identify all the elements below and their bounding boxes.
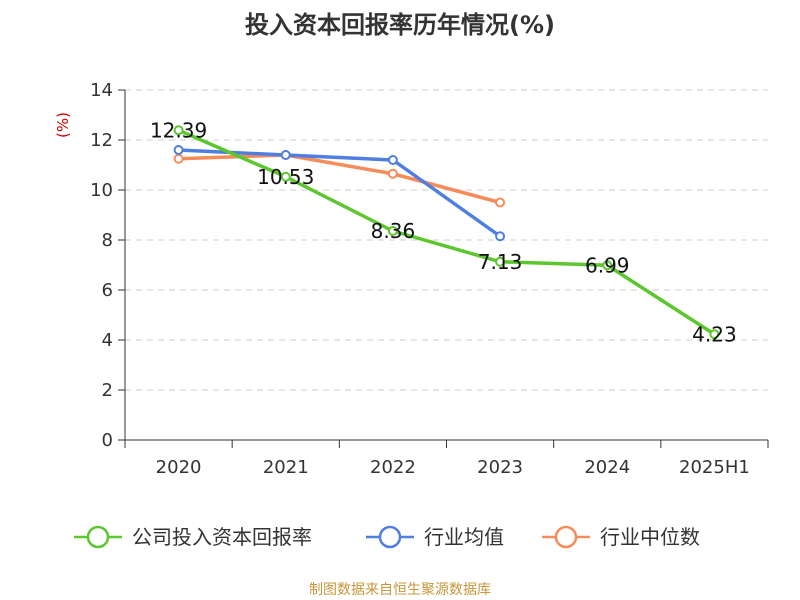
y-tick-label: 12 xyxy=(90,130,113,151)
data-point[interactable] xyxy=(280,150,291,160)
data-label: 8.36 xyxy=(371,219,416,243)
data-label: 7.13 xyxy=(478,250,523,274)
data-label: 4.23 xyxy=(692,322,737,346)
data-label: 6.99 xyxy=(585,253,630,277)
grid xyxy=(125,89,768,391)
legend-label: 行业均值 xyxy=(424,525,504,549)
source-note: 制图数据来自恒生聚源数据库 xyxy=(309,582,491,598)
data-point[interactable] xyxy=(495,256,506,267)
y-axis-unit: (%) xyxy=(54,112,72,138)
data-point[interactable] xyxy=(173,153,184,164)
legend-marker xyxy=(378,525,402,549)
data-point[interactable] xyxy=(173,125,184,136)
x-tick-label: 2025H1 xyxy=(679,457,750,478)
y-tick-label: 0 xyxy=(102,430,113,451)
x-tick-label: 2024 xyxy=(584,457,630,478)
legend-item[interactable]: 行业均值 xyxy=(366,525,504,549)
data-label: 12.39 xyxy=(150,118,207,142)
legend-item[interactable]: 公司投入资本回报率 xyxy=(74,525,312,549)
legend-marker xyxy=(554,525,578,549)
x-tick-label: 2022 xyxy=(370,457,416,478)
x-tick-label: 2023 xyxy=(477,457,523,478)
data-point[interactable] xyxy=(280,171,291,182)
series-line xyxy=(177,128,716,336)
data-point[interactable] xyxy=(495,197,506,208)
legend[interactable]: 公司投入资本回报率 行业均值 行业中位数 xyxy=(74,525,700,549)
x-tick-label: 2020 xyxy=(156,457,202,478)
data-point[interactable] xyxy=(495,231,506,242)
data-point[interactable] xyxy=(387,155,398,165)
legend-label: 公司投入资本回报率 xyxy=(132,525,312,549)
y-tick-label: 2 xyxy=(102,380,113,401)
legend-label: 行业中位数 xyxy=(600,525,700,549)
data-labels: 12.39 10.53 8.36 7.13 6.99 4.23 xyxy=(150,118,737,346)
legend-marker xyxy=(86,525,110,549)
y-tick-label: 14 xyxy=(90,80,113,101)
y-tick-label: 6 xyxy=(102,280,113,301)
data-point[interactable] xyxy=(602,260,613,271)
x-tick-label: 2021 xyxy=(263,457,309,478)
series xyxy=(173,125,720,340)
legend-item[interactable]: 行业中位数 xyxy=(542,525,700,549)
y-tick-label: 8 xyxy=(102,230,113,251)
y-tick-label: 4 xyxy=(102,330,113,351)
data-point[interactable] xyxy=(387,168,398,179)
data-label: 10.53 xyxy=(257,165,314,189)
series-line xyxy=(178,153,501,205)
data-point[interactable] xyxy=(173,145,184,155)
data-point[interactable] xyxy=(709,329,720,340)
axes: 0 2 4 6 8 10 12 14 2020 2021 2022 2023 2024 2025H1 xyxy=(90,80,769,478)
y-tick-label: 10 xyxy=(90,180,113,201)
chart-title: 投入资本回报率历年情况(%) xyxy=(245,11,555,39)
data-point[interactable] xyxy=(387,226,398,236)
